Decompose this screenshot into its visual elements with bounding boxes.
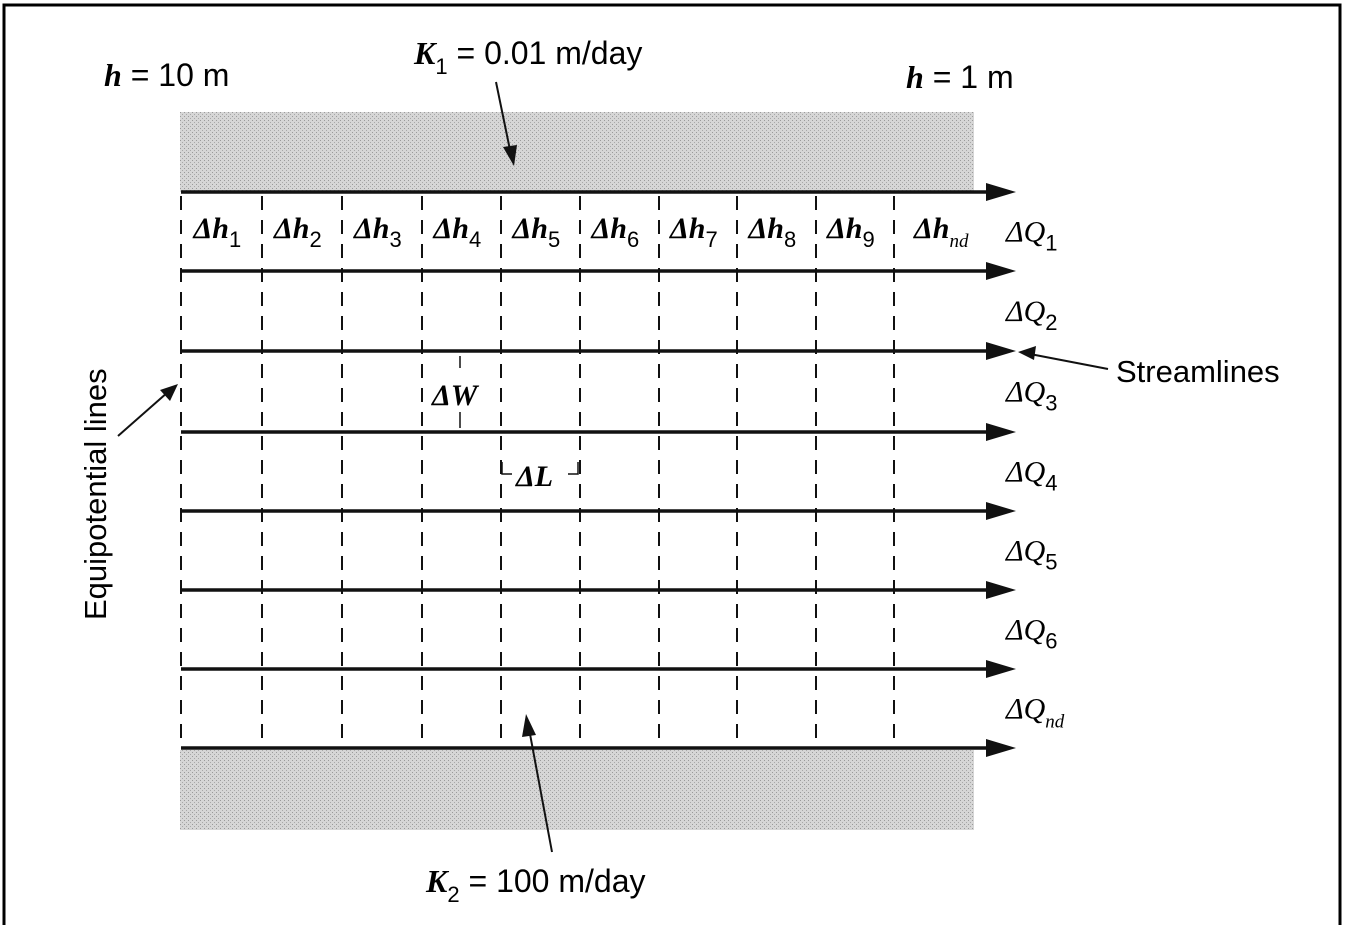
head-right-label: h = 1 m [906, 59, 1014, 95]
k2-pointer-head [522, 714, 536, 737]
streamline-arrowhead-1 [986, 183, 1016, 201]
flow-label-4: ΔQ4 [1005, 456, 1058, 496]
streamline-arrowhead-6 [986, 581, 1016, 599]
flow-labels: ΔQ1 ΔQ2 ΔQ3 ΔQ4 ΔQ5 ΔQ6 ΔQnd [1005, 216, 1065, 733]
k2-label: K2 = 100 m/day [425, 863, 645, 907]
delta-l-label: ΔL [515, 460, 553, 493]
flow-label-5: ΔQ5 [1005, 535, 1058, 575]
head-drop-labels: Δh1 Δh2 Δh3 Δh4 Δh5 Δh6 Δh7 Δh8 Δh9 Δhnd [193, 212, 970, 252]
k2-pointer-line [529, 733, 553, 853]
equipotential-label: Equipotential lines [78, 368, 113, 620]
head-drop-label-6: Δh6 [591, 212, 640, 252]
dl-bracket-right [568, 462, 579, 475]
streamline-arrowhead-5 [986, 502, 1016, 520]
streamline-arrowhead-7 [986, 660, 1016, 678]
streamline-arrowhead-3 [986, 342, 1016, 360]
flow-label-7: ΔQnd [1005, 693, 1065, 733]
head-drop-label-10: Δhnd [913, 212, 969, 252]
equipotential-pointer-line [117, 391, 169, 437]
lower-layer-k2 [180, 750, 974, 830]
flow-label-6: ΔQ6 [1005, 614, 1058, 654]
upper-layer-k1 [180, 112, 974, 192]
k1-pointer-head [503, 145, 517, 166]
streamline-arrowhead-2 [986, 262, 1016, 280]
streamlines-pointer-head [1018, 346, 1036, 360]
outer-frame [2, 3, 1342, 925]
k1-label: K1 = 0.01 m/day [413, 35, 642, 79]
dl-bracket-left [501, 462, 512, 475]
head-drop-label-5: Δh5 [512, 212, 561, 252]
head-drop-label-3: Δh3 [353, 212, 402, 252]
k1-pointer-line [495, 81, 511, 151]
head-drop-label-8: Δh8 [748, 212, 797, 252]
flow-label-2: ΔQ2 [1005, 295, 1058, 335]
streamlines-group [181, 183, 1016, 757]
flow-label-1: ΔQ1 [1005, 216, 1058, 256]
head-left-label: h = 10 m [104, 57, 229, 93]
head-drop-label-4: Δh4 [433, 212, 482, 252]
streamline-arrowhead-8 [986, 739, 1016, 757]
equipotential-lines-group [180, 196, 895, 744]
head-drop-label-1: Δh1 [193, 212, 242, 252]
streamlines-label: Streamlines [1116, 354, 1280, 389]
streamlines-pointer-line [1029, 353, 1109, 370]
equipotential-pointer-head [160, 384, 178, 401]
head-drop-label-2: Δh2 [273, 212, 322, 252]
head-drop-label-9: Δh9 [826, 212, 875, 252]
streamline-arrowhead-4 [986, 423, 1016, 441]
flow-label-3: ΔQ3 [1005, 376, 1058, 416]
head-drop-label-7: Δh7 [669, 212, 718, 252]
delta-w-label: ΔW [431, 379, 480, 412]
